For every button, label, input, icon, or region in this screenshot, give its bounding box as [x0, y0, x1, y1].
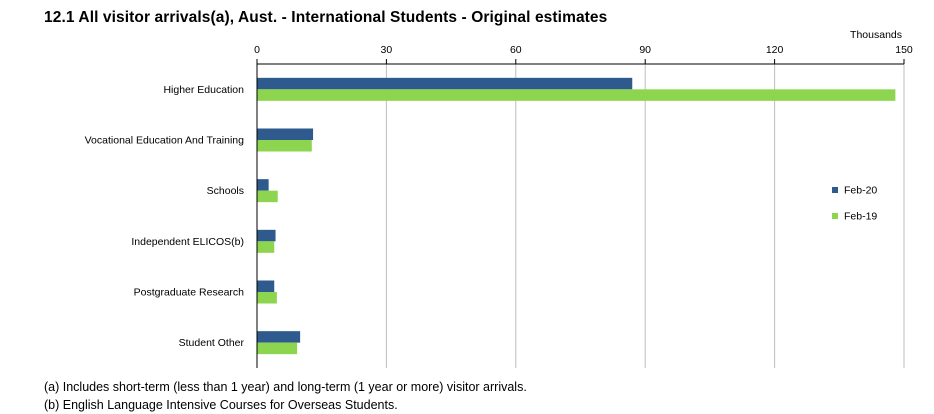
bar	[257, 342, 298, 355]
bar	[257, 140, 312, 152]
footnotes: (a) Includes short-term (less than 1 yea…	[44, 378, 527, 414]
category-label: Higher Education	[163, 84, 244, 96]
x-tick-label: 30	[381, 44, 393, 56]
bar	[257, 292, 277, 304]
category-label: Student Other	[179, 337, 245, 349]
chart-title: 12.1 All visitor arrivals(a), Aust. - In…	[44, 9, 608, 26]
legend-swatch	[832, 213, 838, 219]
bar	[257, 77, 633, 90]
x-tick-label: 120	[766, 44, 784, 56]
x-tick-label: 90	[639, 44, 651, 56]
bar	[257, 331, 301, 343]
footnote-b: (b) English Language Intensive Courses f…	[44, 398, 398, 412]
footnote-a: (a) Includes short-term (less than 1 yea…	[44, 380, 527, 394]
bar	[257, 89, 896, 101]
unit-label: Thousands	[850, 29, 902, 41]
bar	[257, 241, 275, 253]
x-tick-label: 0	[254, 44, 260, 56]
legend-swatch	[832, 187, 838, 193]
category-label: Postgraduate Research	[134, 287, 244, 299]
bar	[257, 128, 314, 140]
bar	[257, 280, 275, 292]
bar	[257, 229, 276, 242]
x-tick-label: 60	[510, 44, 522, 56]
bar	[257, 190, 278, 203]
category-label: Schools	[207, 185, 244, 197]
category-label: Independent ELICOS(b)	[131, 236, 244, 248]
bar	[257, 179, 269, 191]
legend-label: Feb-20	[844, 185, 877, 197]
legend-label: Feb-19	[844, 211, 877, 223]
x-tick-label: 150	[895, 44, 913, 56]
category-label: Vocational Education And Training	[85, 135, 245, 147]
